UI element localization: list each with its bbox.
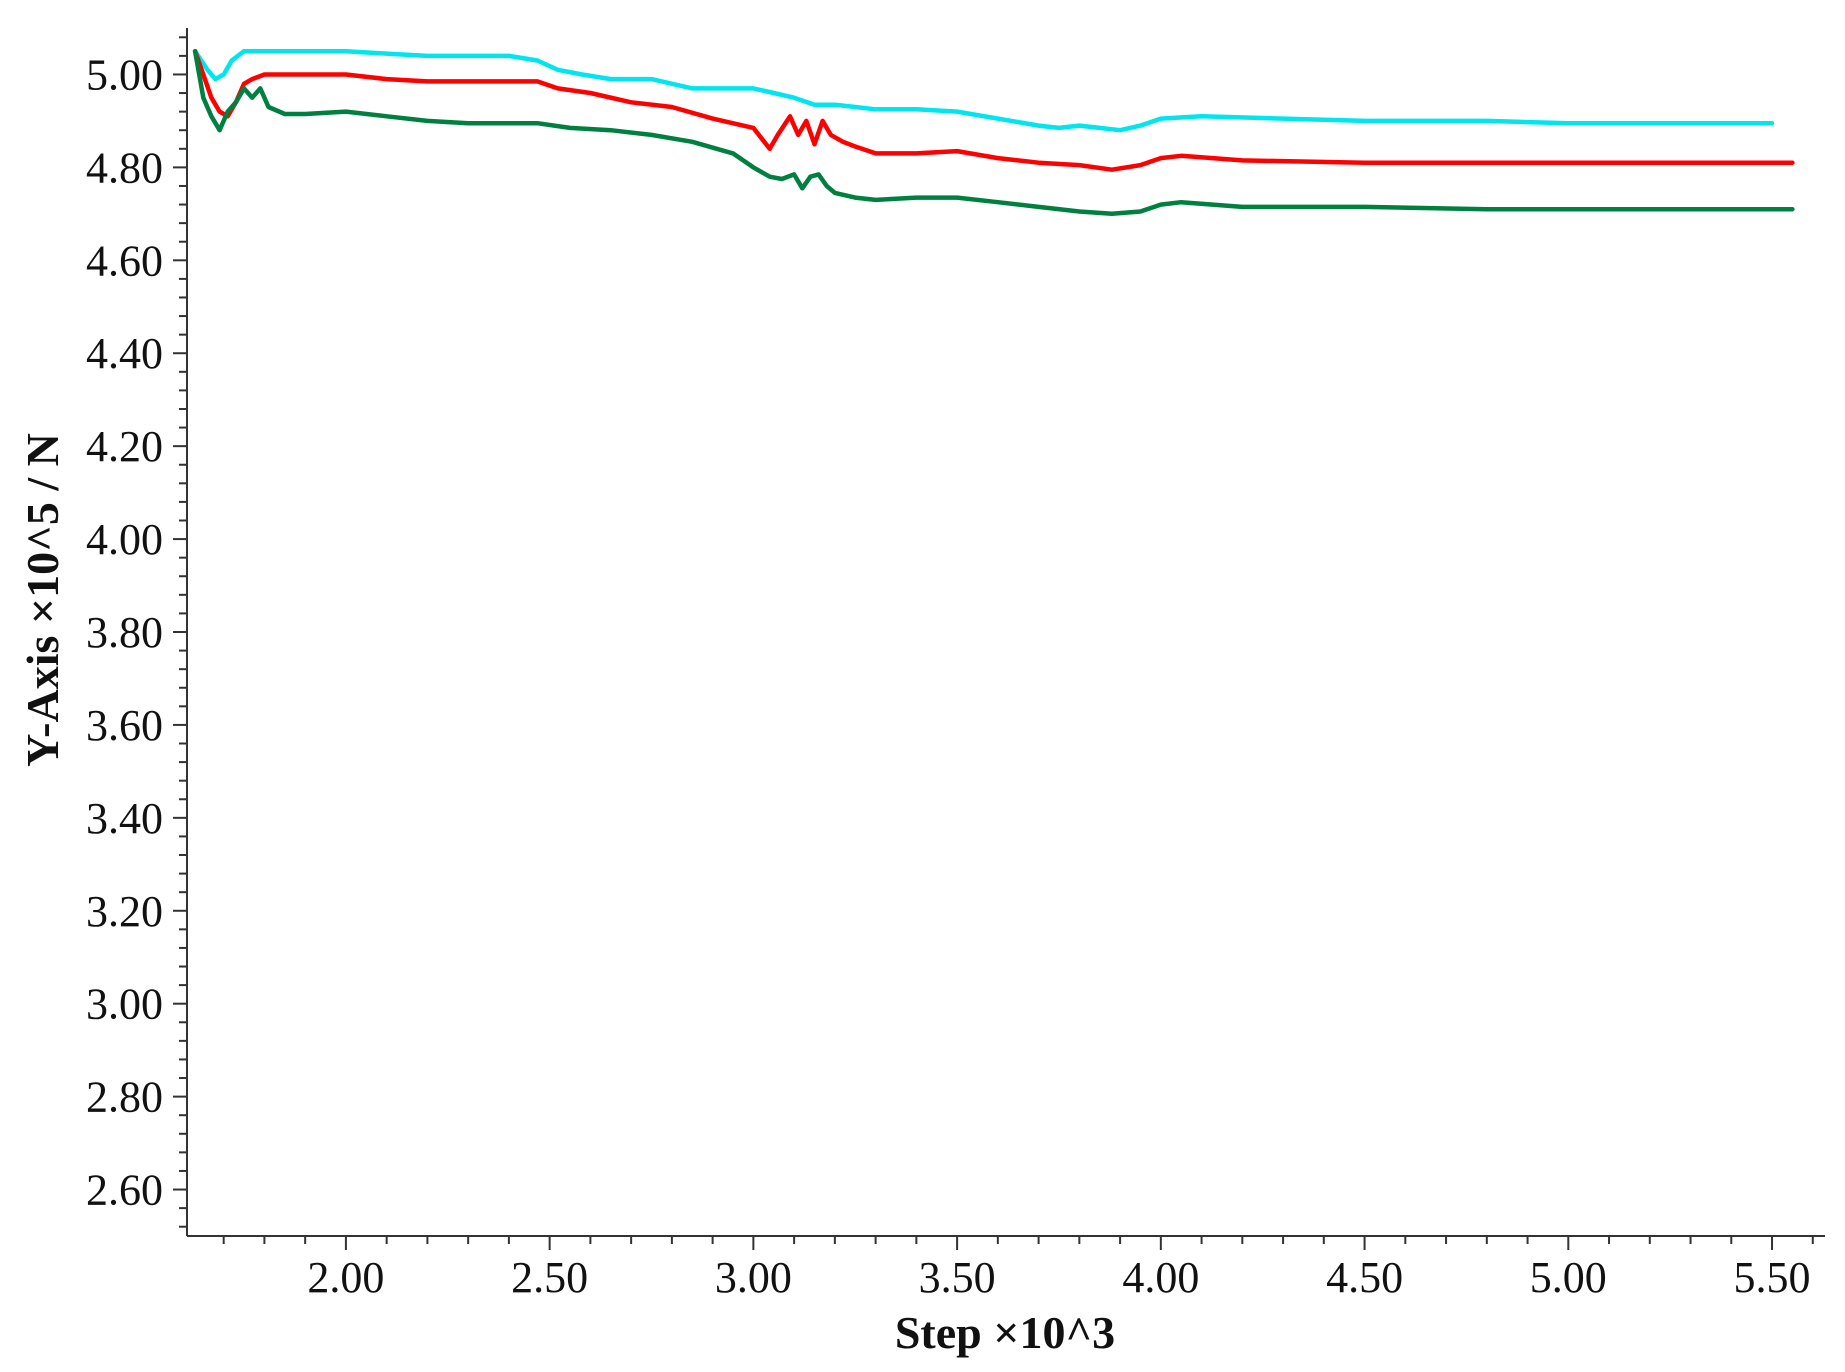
y-axis-title: Y-Axis ×10^5 / N — [17, 433, 68, 767]
y-tick-label: 3.60 — [86, 701, 163, 750]
y-tick-label: 5.00 — [86, 50, 163, 99]
y-tick-label: 4.80 — [86, 143, 163, 192]
series-line-2 — [192, 48, 1795, 172]
x-tick-label: 2.50 — [511, 1253, 588, 1302]
y-tick-label: 4.40 — [86, 329, 163, 378]
y-tick-label: 4.60 — [86, 236, 163, 285]
x-tick-label: 5.00 — [1530, 1253, 1607, 1302]
x-tick-label: 3.00 — [715, 1253, 792, 1302]
y-tick-label: 2.60 — [86, 1166, 163, 1215]
series-line-3 — [192, 48, 1795, 217]
y-axis-ticks: 2.60 2.80 3.00 3.20 3.40 3.60 3.80 4.00 4.20 4.40… — [86, 36, 187, 1228]
y-tick-label: 3.40 — [86, 794, 163, 843]
x-tick-label: 2.00 — [307, 1253, 384, 1302]
series-line-1 — [192, 48, 1775, 133]
x-tick-label: 4.50 — [1326, 1253, 1403, 1302]
x-tick-label: 3.50 — [919, 1253, 996, 1302]
y-tick-label: 4.00 — [86, 515, 163, 564]
x-tick-label: 4.00 — [1122, 1253, 1199, 1302]
y-tick-label: 3.20 — [86, 887, 163, 936]
series-lines — [192, 48, 1795, 217]
x-axis-title: Step ×10^3 — [895, 1307, 1115, 1358]
y-tick-label: 4.20 — [86, 422, 163, 471]
y-tick-label: 2.80 — [86, 1073, 163, 1122]
y-tick-label: 3.80 — [86, 608, 163, 657]
x-tick-label: 5.50 — [1734, 1253, 1811, 1302]
y-tick-label: 3.00 — [86, 980, 163, 1029]
x-axis-ticks: 2.00 2.50 3.00 3.50 4.00 4.50 5.00 5.50 — [222, 1236, 1814, 1302]
